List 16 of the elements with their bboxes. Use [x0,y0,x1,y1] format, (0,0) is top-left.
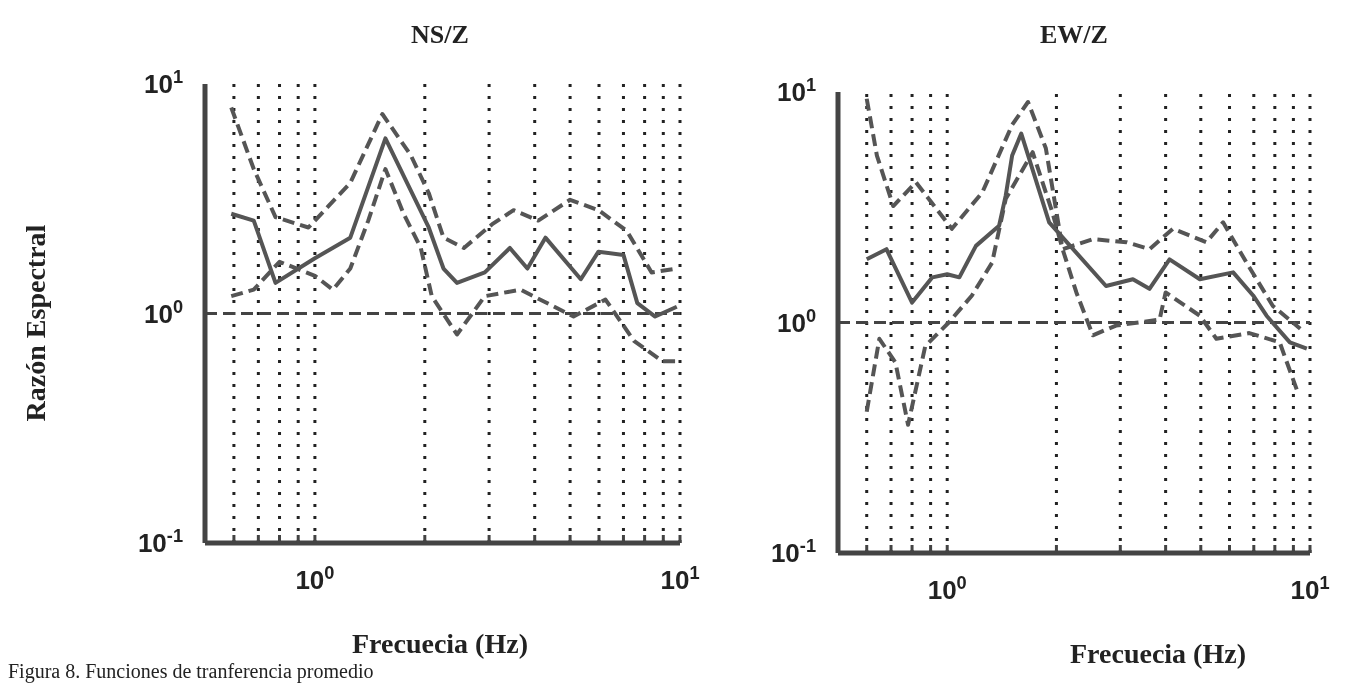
y-tick-label: 10$^{-1}$ [770,536,816,568]
y-tick-label: 10$^{-1}$ [137,526,183,558]
y-tick-label: 10$^{1}$ [776,75,816,107]
text: Figura 8. Funciones de tranferencia promedio [8,660,374,683]
x-axis-title: Frecuecia (Hz) [1069,638,1247,670]
chart-title: NS/Z [410,20,470,50]
x-tick-label: 10$^{0}$ [927,573,967,605]
chart-title: EW/Z [1039,20,1109,50]
y-tick-label: 10$^{0}$ [143,296,183,329]
x-tick-label: 10$^{1}$ [660,563,700,595]
x-tick-label: 10$^{0}$ [295,563,335,595]
y-axis-title: Razón Espectral [20,223,51,424]
y-tick-label: 10$^{0}$ [776,305,816,338]
x-axis-title: Frecuecia (Hz) [351,628,529,660]
y-tick-label: 10$^{1}$ [143,67,183,99]
x-tick-label: 10$^{1}$ [1290,573,1330,605]
